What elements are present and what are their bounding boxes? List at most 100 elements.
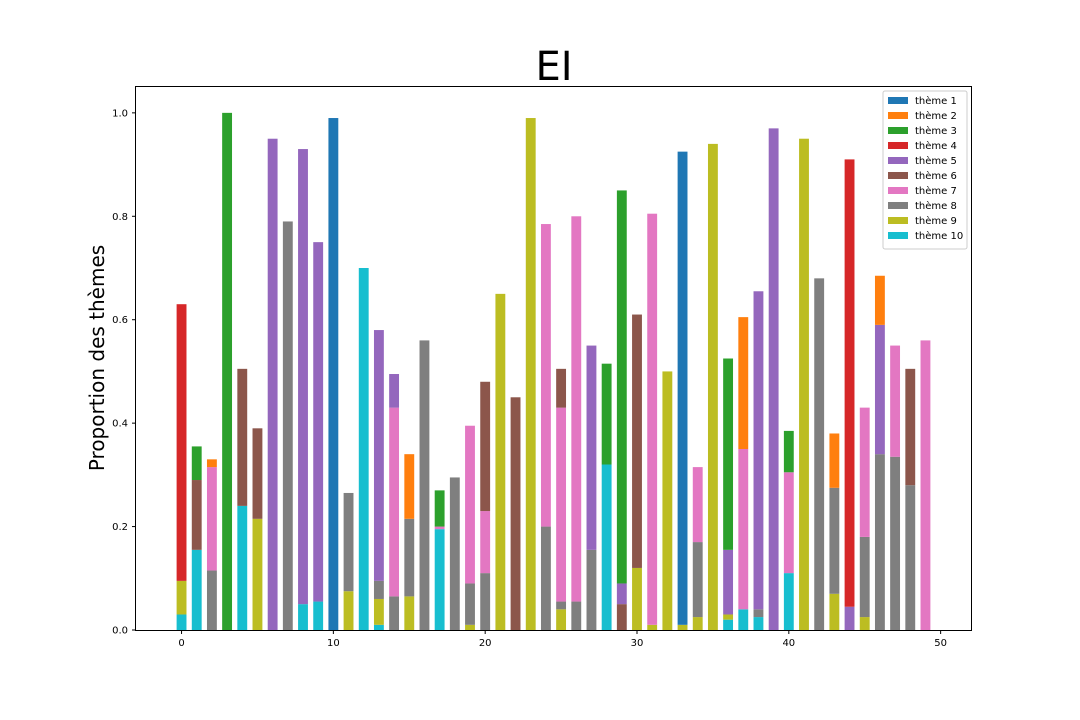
x-tick-label: 10 (327, 638, 340, 649)
y-tick-label: 0.4 (112, 419, 128, 430)
legend-label: thème 8 (915, 200, 957, 212)
bar-segment (480, 573, 491, 630)
bar-segment (495, 293, 506, 630)
bar-segment (571, 216, 582, 602)
bar-segment (343, 492, 354, 592)
bar-segment (844, 606, 855, 630)
bar-segment (556, 407, 567, 602)
bar-segment (510, 397, 521, 630)
bar-segment (616, 583, 627, 605)
y-axis-label: Proportion des thèmes (85, 245, 109, 471)
bar-segment (373, 330, 384, 581)
bar-segment (768, 128, 779, 630)
bar-segment (298, 604, 308, 630)
bar-segment (434, 490, 445, 527)
bar-segment (389, 596, 400, 630)
bar-segment (647, 213, 658, 625)
bar-segment (267, 138, 278, 630)
legend-swatch (888, 112, 908, 119)
legend-swatch (888, 127, 908, 134)
bar-segment (738, 449, 749, 610)
bar-segment (601, 464, 612, 630)
bar-segment (480, 511, 491, 574)
legend-swatch (888, 172, 908, 179)
y-tick-label: 1.0 (112, 108, 128, 119)
bar-segment (540, 526, 551, 630)
bar-segment (692, 467, 703, 543)
legend-swatch (888, 187, 908, 194)
bar-segment (707, 143, 718, 630)
bar-segment (465, 583, 475, 625)
bar-segment (616, 190, 627, 584)
bar-segment (206, 570, 217, 630)
y-tick-label: 0.6 (112, 315, 128, 326)
bar-segment (465, 425, 475, 584)
legend-label: thème 5 (915, 155, 957, 167)
legend-swatch (888, 142, 908, 149)
legend-label: thème 1 (915, 95, 957, 107)
bar-segment (874, 454, 885, 630)
bar-segment (799, 138, 809, 630)
bar-segment (647, 624, 658, 630)
bar-segment (723, 614, 734, 620)
x-tick-label: 0 (178, 638, 184, 649)
bar-segment (905, 368, 916, 486)
y-tick-label: 0.0 (112, 626, 128, 637)
bar-segment (859, 617, 870, 630)
x-tick-label: 50 (934, 638, 947, 649)
chart-title: EI (535, 44, 572, 90)
bar-segment (222, 112, 233, 631)
bar-segment (829, 487, 840, 594)
bar-segment (556, 601, 567, 610)
bar-segment (237, 368, 248, 506)
legend-label: thème 3 (915, 125, 957, 137)
bar-segment (677, 151, 688, 625)
bar-segment (783, 472, 794, 574)
bar-segment (738, 609, 749, 630)
legend-swatch (888, 217, 908, 224)
bar-segment (404, 454, 415, 519)
bar-segment (328, 118, 339, 631)
legend-swatch (888, 232, 908, 239)
bar-segment (632, 567, 642, 630)
bar-segment (738, 317, 749, 449)
x-tick-label: 30 (631, 638, 644, 649)
bar-segment (343, 591, 354, 630)
bar-segment (404, 596, 415, 630)
bar-segment (419, 340, 430, 630)
bar-segment (692, 542, 703, 618)
plot-frame (135, 86, 972, 631)
bar-segment (389, 374, 400, 408)
bar-segment (206, 467, 217, 571)
bar-segment (905, 485, 916, 630)
bar-segment (389, 407, 400, 597)
bar-segment (874, 275, 885, 325)
bar-segment (252, 518, 263, 630)
legend-label: thème 2 (915, 110, 957, 122)
bar-segment (753, 291, 764, 610)
bar-segment (176, 580, 187, 615)
bar-segment (571, 601, 582, 630)
legend-label: thème 7 (915, 185, 957, 197)
bar-segment (252, 428, 263, 519)
bar-segment (556, 609, 567, 630)
bar-segment (556, 368, 567, 408)
bar-segment (313, 601, 324, 630)
bar-segment (829, 433, 840, 488)
legend-label: thème 9 (915, 215, 957, 227)
bar-segment (723, 549, 734, 615)
bars-group (176, 112, 931, 631)
bar-segment (449, 477, 460, 630)
bar-segment (298, 149, 308, 605)
bar-segment (434, 526, 445, 530)
bar-segment (176, 304, 187, 581)
bar-segment (783, 573, 794, 630)
y-tick-label: 0.2 (112, 522, 128, 533)
bar-segment (874, 324, 885, 455)
bar-segment (601, 363, 612, 465)
bar-segment (282, 221, 293, 630)
bar-segment (616, 604, 627, 630)
bar-segment (723, 358, 734, 550)
bar-segment (632, 314, 642, 568)
